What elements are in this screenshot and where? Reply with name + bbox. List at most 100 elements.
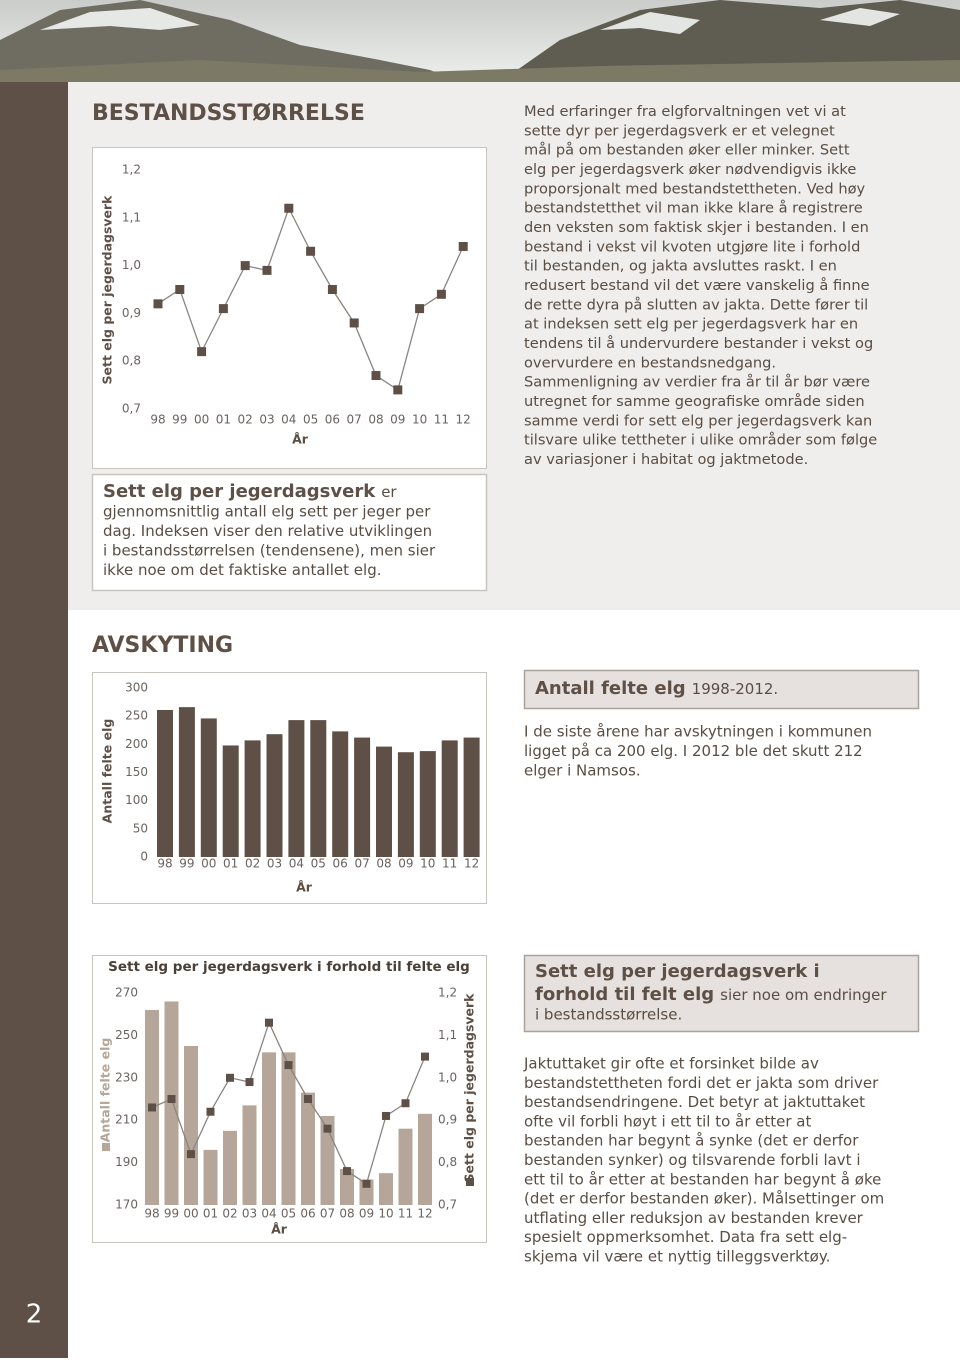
bar: [242, 1105, 257, 1205]
point: [371, 371, 381, 381]
point: [304, 1095, 312, 1103]
y-tick-label: 50: [133, 821, 148, 835]
y-tick-label: 1,2: [438, 986, 457, 1000]
point: [197, 347, 207, 357]
sidebar: [0, 82, 68, 1358]
text-line: gjennomsnittlig antall elg sett per jege…: [103, 503, 431, 521]
axis-title: Antall felte elg: [100, 719, 115, 824]
y-tick-label: 300: [125, 681, 148, 695]
y-tick-label: 0,9: [122, 306, 141, 320]
text-line: at indeksen sett elg per jegerdagsverk h…: [524, 316, 858, 333]
point: [458, 241, 468, 251]
bar: [262, 1052, 276, 1205]
y-tick-label: 190: [115, 1155, 138, 1169]
x-tick-label: 03: [242, 1207, 257, 1221]
x-tick-label: 09: [390, 413, 405, 427]
y-tick-label: 1,1: [438, 1028, 457, 1042]
text-line: bestandstetthet vil man ikke klare å reg…: [524, 200, 863, 217]
x-axis-title: År: [296, 880, 313, 895]
caption-box: [91, 473, 488, 592]
point: [343, 1167, 351, 1176]
text-line: Sammenligning av verdier fra år til år b…: [524, 374, 870, 391]
point: [393, 385, 403, 395]
bar: [244, 740, 261, 857]
bar: [281, 1052, 296, 1205]
bar: [157, 709, 173, 857]
bar: [354, 737, 371, 857]
point: [436, 289, 446, 299]
text-line: Med erfaringer fra elgforvaltningen vet …: [524, 103, 846, 120]
bar: [419, 751, 436, 857]
text-line: av variasjoner i habitat og jaktmetode.: [524, 451, 808, 468]
x-tick-label: 05: [281, 1207, 296, 1221]
text-line: overvurdere en bestandsnedgang.: [524, 354, 776, 371]
y-tick-label: 1,2: [122, 163, 141, 177]
point: [415, 304, 425, 314]
text-line: mål på om bestanden øker eller minker. S…: [524, 142, 850, 159]
x-tick-label: 06: [333, 857, 348, 871]
heading-box: [523, 669, 920, 710]
x-tick-label: 10: [420, 857, 435, 871]
x-tick-label: 03: [267, 857, 282, 871]
text-line: utflating eller reduksjon av bestanden k…: [524, 1209, 864, 1227]
text-line: skjema vil være et nyttig tilleggsverktø…: [524, 1248, 830, 1266]
text-line: bestandsendringene. Det betyr at jaktutt…: [524, 1093, 865, 1111]
box-heading: Sett elg per jegerdagsverk i: [535, 961, 820, 982]
bar: [310, 720, 327, 857]
text-line: bestandstettheten fordi det er jakta som…: [524, 1074, 879, 1092]
x-tick-label: 08: [376, 857, 391, 871]
point: [175, 285, 185, 294]
caption-lead: Sett elg per jegerdagsverk er: [103, 481, 397, 502]
valley: [0, 60, 960, 82]
x-tick-label: 99: [164, 1207, 179, 1221]
bar: [376, 746, 392, 857]
section-title: AVSKYTING: [92, 633, 233, 658]
point: [218, 304, 228, 314]
x-tick-label: 11: [398, 1207, 413, 1221]
y-tick-label: 0,9: [438, 1113, 457, 1127]
point: [362, 1179, 371, 1188]
x-tick-label: 02: [222, 1207, 237, 1221]
bar: [398, 1128, 413, 1205]
y-tick-label: 1,0: [438, 1070, 457, 1084]
y-tick-label: 270: [115, 986, 138, 1000]
y-tick-label: 210: [115, 1113, 138, 1127]
bar: [379, 1173, 393, 1205]
bar: [397, 752, 414, 857]
x-tick-label: 11: [434, 413, 449, 427]
point: [349, 318, 359, 328]
text-line: Jaktuttaket gir ofte et forsinket bilde …: [523, 1055, 819, 1073]
text-line: elger i Namsos.: [524, 762, 641, 780]
bar: [164, 1001, 179, 1205]
axis-title: Sett elg per jegerdagsverk: [100, 195, 115, 385]
point: [323, 1124, 332, 1133]
x-tick-label: 04: [261, 1207, 276, 1221]
x-tick-label: 01: [223, 857, 238, 871]
point: [262, 265, 272, 275]
x-tick-label: 99: [179, 857, 194, 871]
text-line: utregnet for samme geografiske område si…: [524, 393, 865, 410]
y-tick-label: 200: [125, 737, 148, 751]
x-tick-label: 07: [320, 1207, 335, 1221]
bar: [332, 731, 349, 857]
x-tick-label: 01: [203, 1207, 218, 1221]
x-tick-label: 05: [311, 857, 326, 871]
text-line: i bestandsstørrelsen (tendensene), men s…: [103, 542, 436, 560]
x-tick-label: 07: [354, 857, 369, 871]
y-tick-label: 0,7: [122, 402, 141, 416]
text-line: den veksten som faktisk skjer i bestande…: [524, 219, 869, 236]
point: [206, 1107, 215, 1116]
text-line: I de siste årene har avskytningen i komm…: [524, 723, 872, 741]
text-line: ett til to år etter at bestanden har beg…: [524, 1170, 881, 1188]
bar: [223, 1130, 237, 1205]
x-tick-label: 12: [464, 857, 479, 871]
y-tick-label: 150: [125, 765, 148, 779]
x-tick-label: 98: [157, 857, 172, 871]
text-line: tilsvare ulike tettheter i ulike områder…: [524, 432, 877, 449]
text-line: bestanden synker) og tilsvarende forbli …: [524, 1151, 861, 1169]
y-tick-label: 170: [115, 1198, 138, 1212]
point: [421, 1052, 429, 1061]
box-heading: Antall felte elg 1998-2012.: [535, 678, 778, 699]
text-line: tendens til å undervurdere bestander i v…: [524, 335, 873, 352]
x-tick-label: 99: [172, 413, 187, 427]
